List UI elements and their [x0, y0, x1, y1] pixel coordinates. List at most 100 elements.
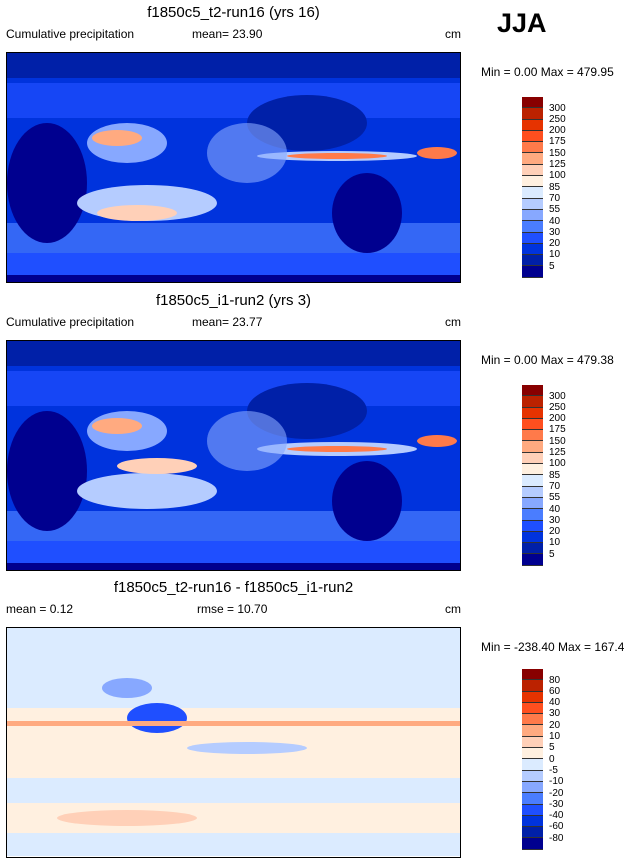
colorbar-tick-label: 300	[549, 102, 566, 114]
colorbar-tick-label: -80	[549, 832, 564, 844]
colorbar-swatch	[522, 266, 543, 278]
colorbar-tick-label: 100	[549, 170, 566, 182]
colorbar-swatch	[522, 441, 543, 453]
colorbar	[522, 669, 543, 850]
colorbar-swatch	[522, 486, 543, 498]
colorbar-swatch	[522, 418, 543, 431]
colorbar-swatch	[522, 804, 543, 816]
colorbar-swatch	[522, 680, 543, 692]
panel-stat: mean= 23.90	[192, 27, 263, 41]
panel-stat: rmse = 10.70	[197, 602, 268, 616]
colorbar-swatch	[522, 554, 543, 566]
colorbar-swatch	[522, 815, 543, 828]
colorbar	[522, 385, 543, 566]
colorbar-tick-label: 30	[549, 226, 561, 238]
colorbar-tick-label: 300	[549, 390, 566, 402]
colorbar-swatch	[522, 452, 543, 465]
colorbar	[522, 97, 543, 278]
min-max-label: Min = -238.40 Max = 167.40	[481, 640, 624, 654]
colorbar-swatch	[522, 255, 543, 267]
colorbar-swatch	[522, 748, 543, 760]
colorbar-tick-label: 55	[549, 492, 561, 504]
colorbar-tick-label: 40	[549, 503, 561, 515]
colorbar-swatch	[522, 702, 543, 715]
colorbar-tick-label: 175	[549, 136, 566, 148]
colorbar-tick-label: -30	[549, 798, 564, 810]
panel-title: f1850c5_t2-run16 (yrs 16)	[147, 4, 320, 21]
colorbar-tick-label: 70	[549, 192, 561, 204]
colorbar-tick-label: 200	[549, 413, 566, 425]
colorbar-tick-label: 60	[549, 685, 561, 697]
colorbar-tick-label: -5	[549, 764, 558, 776]
colorbar-swatch	[522, 725, 543, 737]
colorbar-swatch	[522, 164, 543, 177]
colorbar-tick-label: 10	[549, 249, 561, 261]
colorbar-swatch	[522, 691, 543, 703]
colorbar-tick-label: 10	[549, 731, 561, 743]
colorbar-tick-label: 250	[549, 401, 566, 413]
colorbar-swatch	[522, 198, 543, 210]
panel-title: f1850c5_i1-run2 (yrs 3)	[155, 292, 312, 309]
colorbar-tick-label: 20	[549, 719, 561, 731]
panel-title: f1850c5_t2-run16 - f1850c5_i1-run2	[113, 579, 354, 596]
colorbar-tick-label: -10	[549, 776, 564, 788]
colorbar-swatch	[522, 119, 543, 131]
colorbar-tick-label: 200	[549, 125, 566, 137]
colorbar-tick-label: 10	[549, 537, 561, 549]
panel-left-label: Cumulative precipitation	[6, 315, 135, 329]
map-plot	[6, 627, 461, 858]
colorbar-swatch	[522, 108, 543, 120]
colorbar-tick-label: 55	[549, 204, 561, 216]
colorbar-tick-label: 40	[549, 215, 561, 227]
colorbar-swatch	[522, 221, 543, 233]
colorbar-swatch	[522, 464, 543, 476]
colorbar-swatch	[522, 407, 543, 419]
colorbar-swatch	[522, 153, 543, 165]
colorbar-swatch	[522, 827, 543, 839]
min-max-label: Min = 0.00 Max = 479.95	[481, 65, 614, 79]
colorbar-swatch	[522, 130, 543, 143]
colorbar-tick-label: 150	[549, 147, 566, 159]
colorbar-swatch	[522, 430, 543, 442]
colorbar-swatch	[522, 97, 543, 109]
colorbar-swatch	[522, 232, 543, 244]
panel-left-label: Cumulative precipitation	[6, 27, 135, 41]
colorbar-tick-label: 30	[549, 514, 561, 526]
colorbar-tick-label: 85	[549, 181, 561, 193]
map-plot	[6, 52, 461, 283]
colorbar-swatch	[522, 543, 543, 555]
map-plot	[6, 340, 461, 571]
colorbar-swatch	[522, 475, 543, 487]
colorbar-ticks: 300 250 200 175 150 125 100 85 70 55 40 30 20 10 5	[549, 103, 566, 272]
colorbar-swatch	[522, 385, 543, 397]
colorbar-swatch	[522, 736, 543, 749]
colorbar-swatch	[522, 781, 543, 794]
colorbar-tick-label: 150	[549, 435, 566, 447]
colorbar-tick-label: 125	[549, 159, 566, 171]
colorbar-swatch	[522, 520, 543, 532]
panel-stat: mean= 23.77	[192, 315, 263, 329]
colorbar-tick-label: 85	[549, 469, 561, 481]
colorbar-tick-label: 100	[549, 458, 566, 470]
colorbar-tick-label: 80	[549, 674, 561, 686]
colorbar-swatch	[522, 669, 543, 681]
season-label: JJA	[497, 8, 547, 38]
colorbar-swatch	[522, 531, 543, 544]
colorbar-ticks: 300 250 200 175 150 125 100 85 70 55 40 30 20 10 5	[549, 391, 566, 560]
colorbar-swatch	[522, 396, 543, 408]
colorbar-swatch	[522, 838, 543, 850]
colorbar-tick-label: 40	[549, 697, 561, 709]
colorbar-tick-label: -20	[549, 787, 564, 799]
colorbar-swatch	[522, 509, 543, 521]
colorbar-tick-label: 20	[549, 238, 561, 250]
colorbar-tick-label: 20	[549, 526, 561, 538]
colorbar-tick-label: -60	[549, 821, 564, 833]
colorbar-tick-label: 175	[549, 424, 566, 436]
colorbar-swatch	[522, 759, 543, 771]
colorbar-tick-label: 5	[549, 742, 555, 754]
colorbar-tick-label: 30	[549, 708, 561, 720]
colorbar-swatch	[522, 793, 543, 805]
colorbar-swatch	[522, 770, 543, 782]
colorbar-swatch	[522, 497, 543, 510]
